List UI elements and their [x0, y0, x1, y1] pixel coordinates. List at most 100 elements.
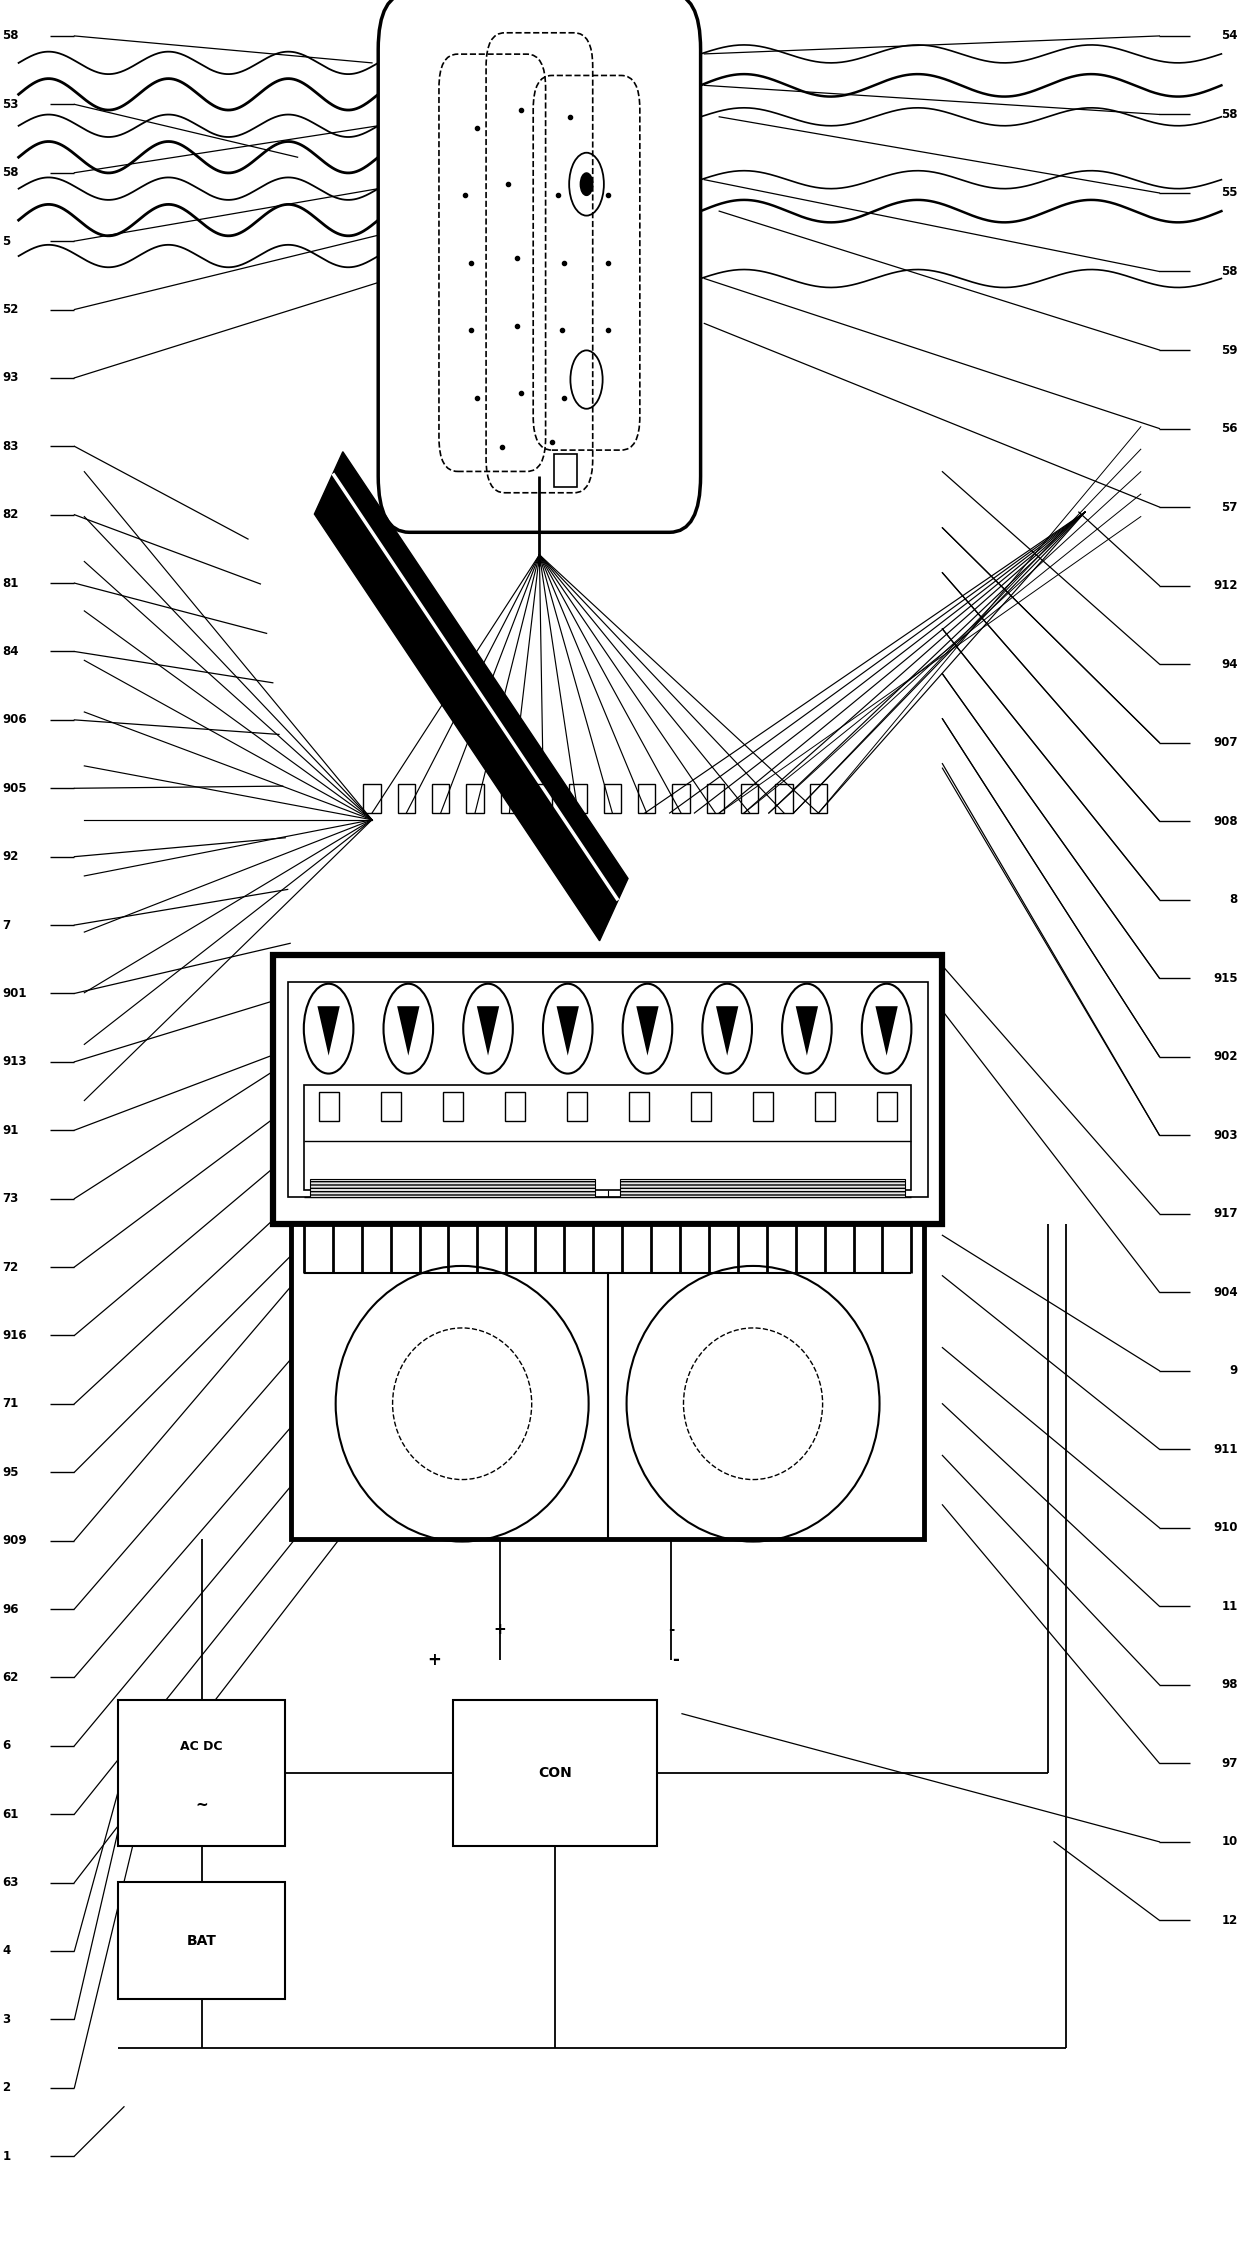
Text: +: + — [427, 1651, 441, 1669]
Bar — [691, 1092, 711, 1121]
Polygon shape — [315, 451, 627, 941]
Text: 905: 905 — [2, 782, 27, 795]
Text: 56: 56 — [1221, 422, 1238, 436]
Text: 95: 95 — [2, 1467, 19, 1478]
Bar — [620, 1179, 905, 1197]
Text: -: - — [667, 1622, 675, 1637]
Circle shape — [580, 173, 593, 195]
Text: 908: 908 — [1213, 815, 1238, 827]
Text: 58: 58 — [1221, 265, 1238, 279]
Text: 6: 6 — [2, 1738, 11, 1752]
Bar — [742, 784, 759, 813]
Bar — [363, 784, 381, 813]
Text: 53: 53 — [2, 99, 19, 110]
Text: 91: 91 — [2, 1123, 19, 1136]
Circle shape — [464, 984, 513, 1074]
Text: 82: 82 — [2, 508, 19, 521]
Polygon shape — [636, 1006, 658, 1056]
Text: 3: 3 — [2, 2012, 11, 2026]
Circle shape — [862, 984, 911, 1074]
Text: 904: 904 — [1213, 1285, 1238, 1298]
Text: 81: 81 — [2, 577, 19, 591]
Bar — [554, 454, 577, 487]
Text: +: + — [494, 1622, 506, 1637]
Text: 73: 73 — [2, 1193, 19, 1206]
Bar — [381, 1092, 401, 1121]
Circle shape — [383, 984, 433, 1074]
Polygon shape — [875, 1006, 898, 1056]
Bar — [288, 982, 928, 1197]
Text: ~: ~ — [195, 1797, 208, 1813]
Polygon shape — [397, 1006, 419, 1056]
Bar — [567, 1092, 587, 1121]
Text: 913: 913 — [2, 1056, 27, 1069]
Text: 916: 916 — [2, 1330, 27, 1341]
Text: 84: 84 — [2, 645, 19, 658]
Text: 912: 912 — [1213, 579, 1238, 593]
Bar — [639, 784, 656, 813]
Text: 72: 72 — [2, 1260, 19, 1273]
Bar — [810, 784, 827, 813]
Text: 10: 10 — [1221, 1835, 1238, 1848]
Text: 910: 910 — [1213, 1521, 1238, 1534]
Bar — [310, 1179, 595, 1197]
Text: 58: 58 — [2, 29, 19, 43]
Text: -: - — [672, 1651, 680, 1669]
Bar — [501, 784, 518, 813]
Bar — [707, 784, 724, 813]
Text: 92: 92 — [2, 851, 19, 862]
Text: 55: 55 — [1221, 186, 1238, 200]
Bar — [775, 784, 792, 813]
Polygon shape — [796, 1006, 818, 1056]
Text: 59: 59 — [1221, 344, 1238, 357]
Text: 62: 62 — [2, 1671, 19, 1684]
Text: 9: 9 — [1229, 1363, 1238, 1377]
Circle shape — [543, 984, 593, 1074]
Text: 11: 11 — [1221, 1599, 1238, 1613]
Text: 8: 8 — [1229, 894, 1238, 905]
Text: 63: 63 — [2, 1875, 19, 1889]
Text: 7: 7 — [2, 919, 11, 932]
Bar — [604, 784, 621, 813]
Polygon shape — [715, 1006, 738, 1056]
Bar — [304, 1085, 911, 1190]
Text: 901: 901 — [2, 986, 27, 999]
Bar — [466, 784, 484, 813]
Bar — [672, 784, 689, 813]
Circle shape — [702, 984, 751, 1074]
Bar — [569, 784, 587, 813]
Text: 909: 909 — [2, 1534, 27, 1547]
Bar — [118, 1700, 285, 1846]
Text: 58: 58 — [1221, 108, 1238, 121]
Bar — [505, 1092, 525, 1121]
Circle shape — [782, 984, 832, 1074]
Text: 902: 902 — [1213, 1051, 1238, 1062]
Text: 98: 98 — [1221, 1678, 1238, 1691]
Text: 903: 903 — [1213, 1130, 1238, 1141]
Text: 911: 911 — [1213, 1442, 1238, 1455]
Text: 12: 12 — [1221, 1914, 1238, 1927]
Bar — [629, 1092, 649, 1121]
Polygon shape — [317, 1006, 340, 1056]
Text: 93: 93 — [2, 371, 19, 384]
Text: 907: 907 — [1213, 737, 1238, 750]
Bar — [753, 1092, 773, 1121]
Text: CON: CON — [538, 1765, 572, 1781]
Text: 52: 52 — [2, 303, 19, 317]
Text: 97: 97 — [1221, 1756, 1238, 1770]
Text: 94: 94 — [1221, 658, 1238, 672]
Circle shape — [622, 984, 672, 1074]
Text: 915: 915 — [1213, 973, 1238, 984]
Text: 2: 2 — [2, 2082, 11, 2093]
Text: 1: 1 — [2, 2149, 11, 2163]
Bar — [273, 955, 942, 1224]
Polygon shape — [477, 1006, 500, 1056]
Bar — [443, 1092, 463, 1121]
Text: 57: 57 — [1221, 501, 1238, 514]
Text: 96: 96 — [2, 1601, 19, 1615]
Bar — [815, 1092, 835, 1121]
Text: 58: 58 — [2, 166, 19, 180]
Bar — [398, 784, 415, 813]
Text: 917: 917 — [1213, 1206, 1238, 1220]
Text: AC DC: AC DC — [180, 1741, 223, 1754]
